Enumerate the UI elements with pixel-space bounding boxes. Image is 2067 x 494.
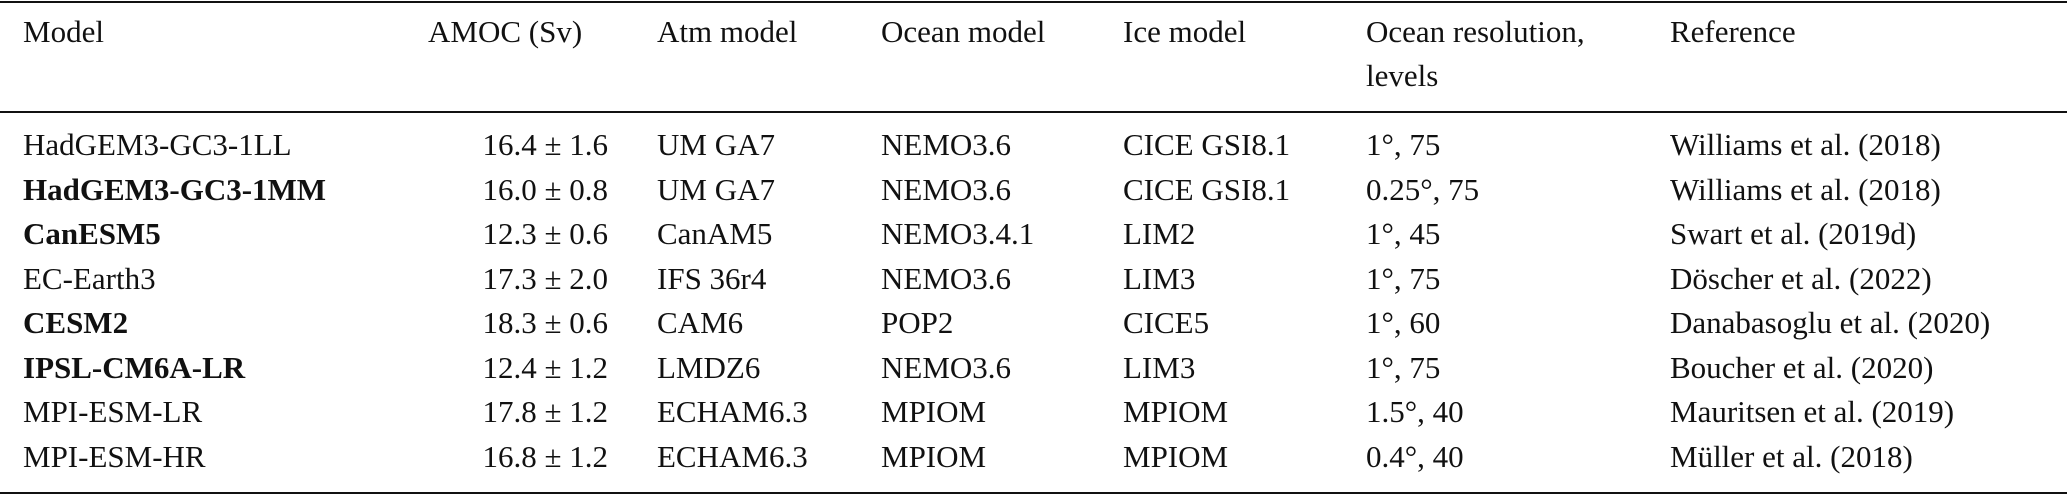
cell-atm-model: LMDZ6 [657,349,761,385]
cell-ice-model: CICE GSI8.1 [1123,171,1291,207]
cell-ice-model: LIM3 [1123,349,1196,385]
cell-ice-model: MPIOM [1123,394,1229,429]
cell-ocean-resolution: 1°, 75 [1366,260,1441,296]
cell-ocean-resolution: 1°, 75 [1366,127,1441,162]
cell-reference: Boucher et al. (2020) [1670,349,1934,385]
cell-reference: Döscher et al. (2022) [1670,260,1932,296]
cell-atm-model: UM GA7 [657,171,775,207]
cell-ocean-model: NEMO3.6 [881,171,1012,207]
cell-ocean-resolution: 1°, 60 [1366,305,1441,340]
table-row: CanESM5 12.3 ± 0.6 CanAM5 NEMO3.4.1 LIM2… [0,212,2067,257]
table-row: CESM2 18.3 ± 0.6 CAM6 POP2 CICE5 1°, 60 … [0,301,2067,346]
header-atm-model: Atm model [657,14,798,49]
table-header: Model AMOC (Sv) Atm model Ocean model Ic… [0,10,2067,105]
cell-model: CanESM5 [23,216,161,251]
cell-atm-model: UM GA7 [657,127,775,162]
top-rule [0,1,2067,3]
cell-ice-model: CICE GSI8.1 [1123,127,1291,162]
cell-ocean-model: NEMO3.6 [881,349,1012,385]
header-model: Model [23,14,104,49]
cell-atm-model: ECHAM6.3 [657,438,808,474]
cell-ocean-resolution: 1°, 45 [1366,216,1441,251]
cell-ocean-model: MPIOM [881,394,987,429]
cell-ice-model: LIM3 [1123,260,1196,296]
cell-reference: Williams et al. (2018) [1670,127,1941,162]
cell-model: HadGEM3-GC3-1MM [23,171,327,207]
table-row: IPSL-CM6A-LR 12.4 ± 1.2 LMDZ6 NEMO3.6 LI… [0,346,2067,391]
cell-model: EC-Earth3 [23,260,156,296]
table-row: HadGEM3-GC3-1MM 16.0 ± 0.8 UM GA7 NEMO3.… [0,168,2067,213]
cell-ice-model: LIM2 [1123,216,1196,251]
cell-ocean-resolution: 0.25°, 75 [1366,171,1480,207]
cell-ocean-model: NEMO3.6 [881,127,1012,162]
cell-atm-model: IFS 36r4 [657,260,767,296]
cell-amoc: 16.0 ± 0.8 [482,171,608,207]
header-ocean-resolution: Ocean resolution, levels [1366,10,1585,98]
cell-ocean-model: POP2 [881,305,954,340]
cell-amoc: 17.3 ± 2.0 [482,260,608,296]
bottom-rule [0,492,2067,494]
cell-reference: Müller et al. (2018) [1670,438,1913,474]
cell-reference: Swart et al. (2019d) [1670,216,1917,251]
header-rule [0,111,2067,113]
cell-ice-model: MPIOM [1123,438,1229,474]
header-ocean-model: Ocean model [881,14,1046,49]
cell-ocean-model: NEMO3.6 [881,260,1012,296]
cell-atm-model: ECHAM6.3 [657,394,808,429]
header-ice-model: Ice model [1123,14,1247,49]
header-reference: Reference [1670,14,1796,49]
cell-amoc: 12.3 ± 0.6 [482,216,608,251]
header-ocean-resolution-line1: Ocean resolution, [1366,14,1585,49]
cell-ocean-resolution: 1°, 75 [1366,349,1441,385]
table-row: MPI-ESM-HR 16.8 ± 1.2 ECHAM6.3 MPIOM MPI… [0,435,2067,480]
cell-ocean-resolution: 0.4°, 40 [1366,438,1464,474]
cell-reference: Mauritsen et al. (2019) [1670,394,1955,429]
cell-amoc: 16.4 ± 1.6 [482,127,608,162]
cell-model: MPI-ESM-LR [23,394,203,429]
cell-ocean-model: MPIOM [881,438,987,474]
table-row: HadGEM3-GC3-1LL 16.4 ± 1.6 UM GA7 NEMO3.… [0,123,2067,168]
cell-ocean-model: NEMO3.4.1 [881,216,1035,251]
cell-amoc: 16.8 ± 1.2 [482,438,608,474]
cell-ocean-resolution: 1.5°, 40 [1366,394,1464,429]
cell-atm-model: CanAM5 [657,216,773,251]
cell-model: IPSL-CM6A-LR [23,349,246,385]
cell-amoc: 18.3 ± 0.6 [482,305,608,340]
header-amoc: AMOC (Sv) [428,14,583,49]
cell-reference: Williams et al. (2018) [1670,171,1941,207]
table-row: EC-Earth3 17.3 ± 2.0 IFS 36r4 NEMO3.6 LI… [0,257,2067,302]
cell-amoc: 12.4 ± 1.2 [482,349,608,385]
header-ocean-resolution-line2: levels [1366,58,1439,93]
cell-ice-model: CICE5 [1123,305,1210,340]
table-body: HadGEM3-GC3-1LL 16.4 ± 1.6 UM GA7 NEMO3.… [0,123,2067,479]
cell-model: CESM2 [23,305,129,340]
cell-model: MPI-ESM-HR [23,438,206,474]
cell-model: HadGEM3-GC3-1LL [23,127,292,162]
cell-reference: Danabasoglu et al. (2020) [1670,305,1991,340]
cell-amoc: 17.8 ± 1.2 [482,394,608,429]
table-row: MPI-ESM-LR 17.8 ± 1.2 ECHAM6.3 MPIOM MPI… [0,390,2067,435]
cell-atm-model: CAM6 [657,305,744,340]
